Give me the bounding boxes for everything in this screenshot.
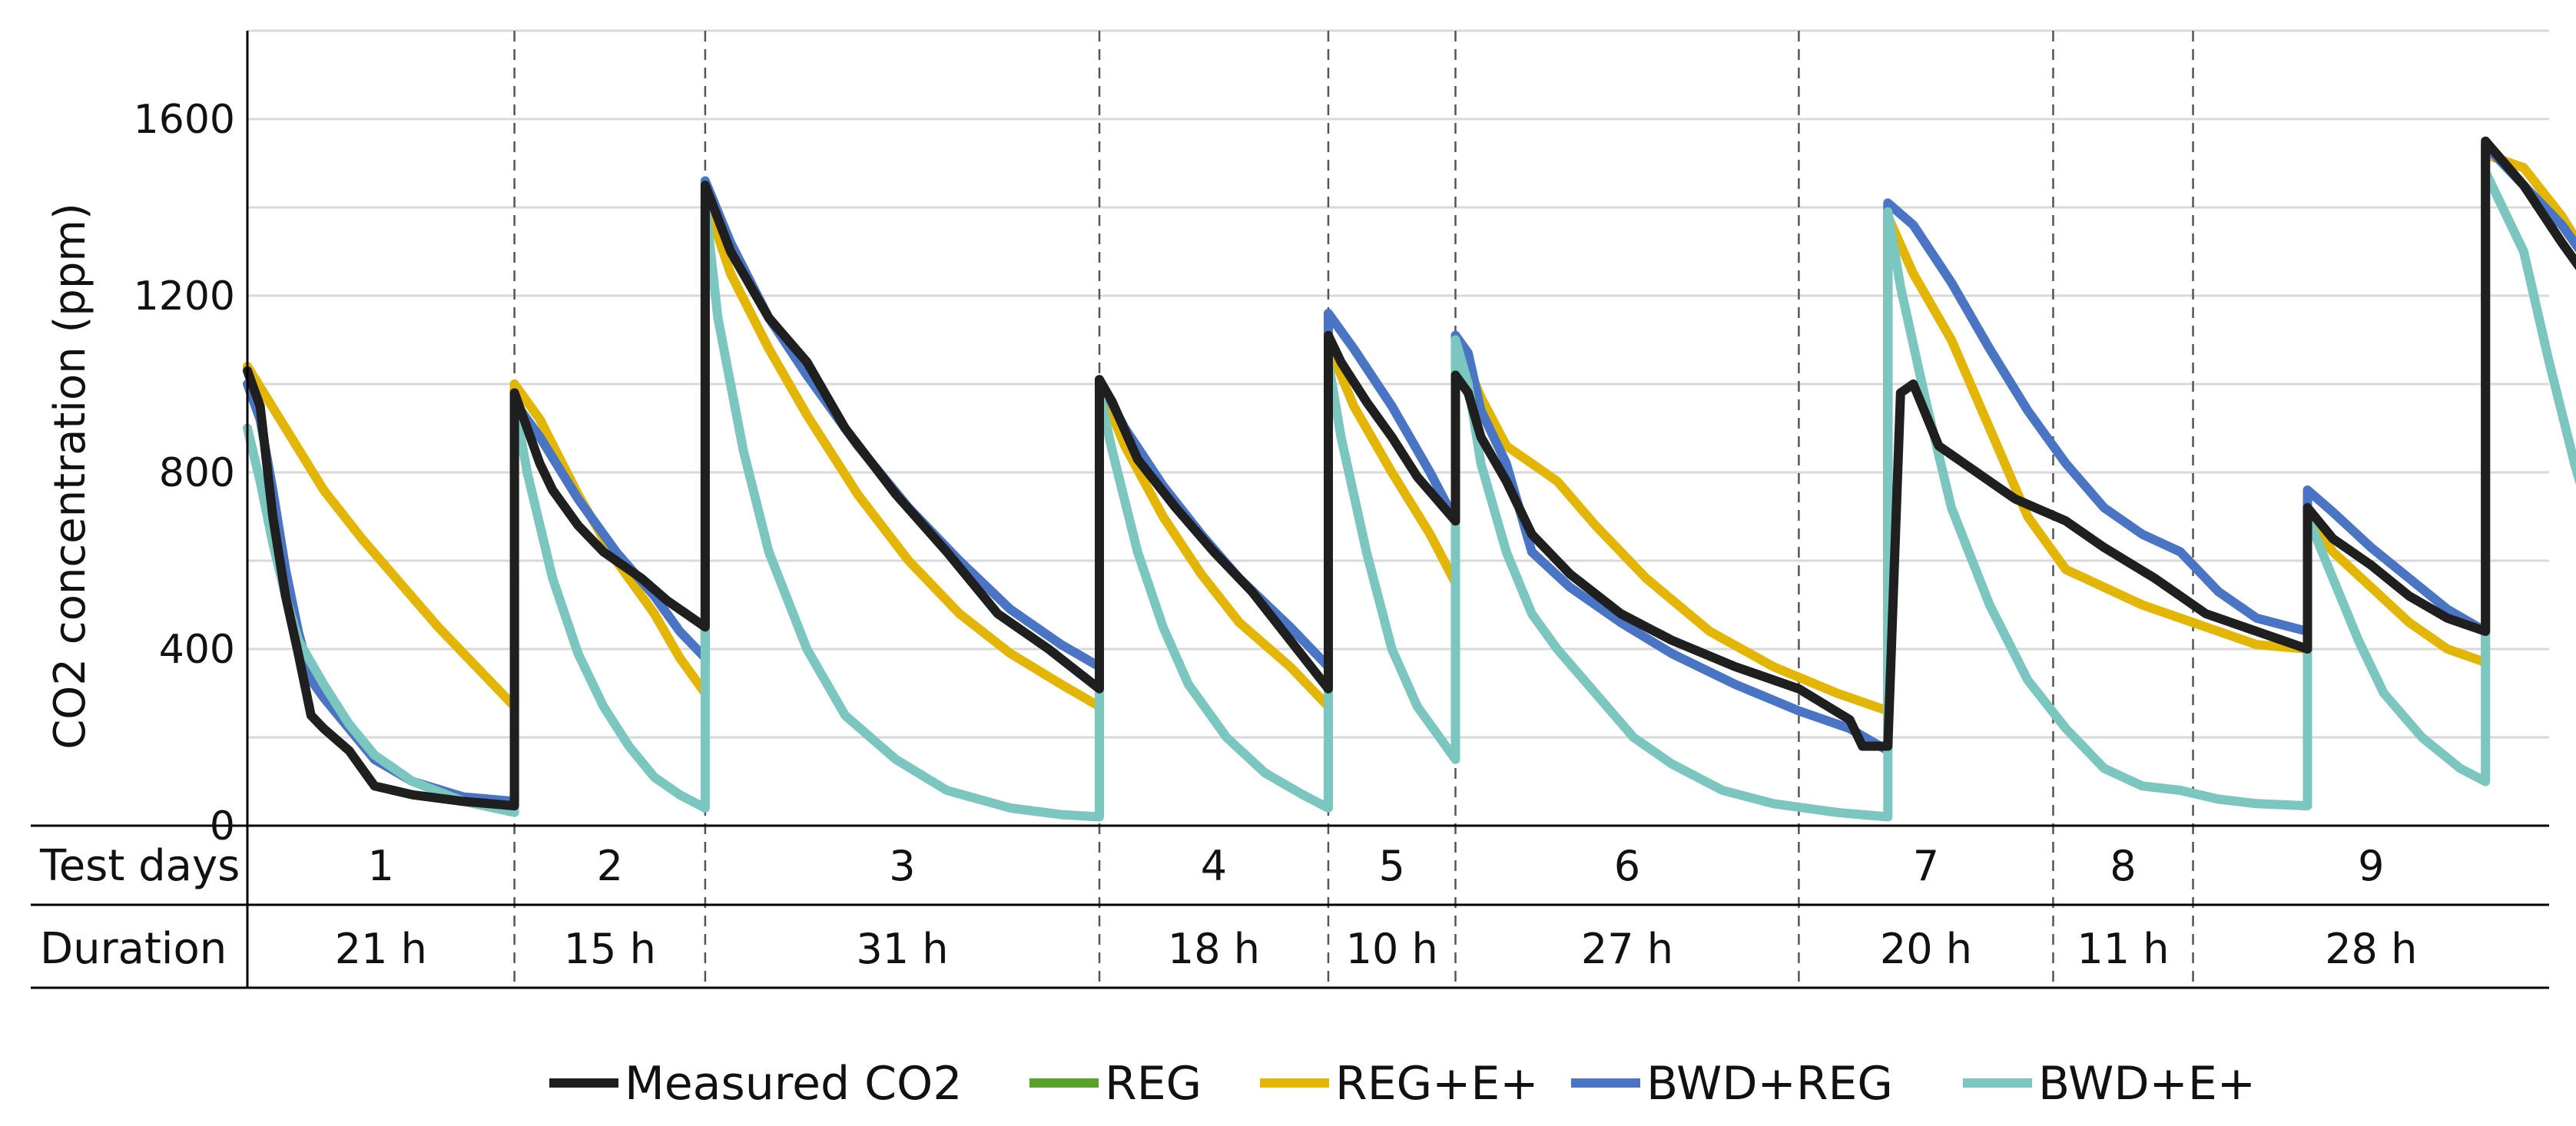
duration-label: 27 h [1581, 925, 1673, 973]
test-day-label: 2 [597, 842, 623, 890]
series-line-measured-co2 [243, 136, 2576, 811]
y-tick-label: 1600 [134, 97, 235, 143]
y-axis-label: CO2 concentration (ppm) [45, 203, 95, 750]
test-day-label: 5 [1379, 842, 1405, 890]
y-tick-label: 800 [159, 450, 235, 496]
test-day-label: 8 [2110, 842, 2136, 890]
duration-label: 28 h [2325, 925, 2417, 973]
legend: Measured CO2 REG REG+E+ BWD+REG BWD+E+ [549, 1057, 2256, 1111]
y-tick-labels: 0 400 800 1200 1600 [134, 97, 235, 849]
legend-label: REG [1105, 1057, 1202, 1111]
y-tick-label: 1200 [134, 273, 235, 320]
y-tick-label: 400 [159, 627, 235, 673]
test-day-label: 3 [889, 842, 915, 890]
duration-label: 21 h [335, 925, 427, 973]
duration-row-label: Duration [40, 924, 227, 974]
duration-label: 10 h [1346, 925, 1438, 973]
legend-label: REG+E+ [1335, 1057, 1539, 1111]
y-tick-label: 0 [210, 803, 235, 849]
legend-label: BWD+REG [1646, 1057, 1893, 1111]
segment-separators [513, 31, 2194, 988]
test-day-label: 7 [1913, 842, 1939, 890]
duration-label: 11 h [2077, 925, 2169, 973]
legend-label: BWD+E+ [2038, 1057, 2256, 1111]
segment-table: Test days Duration 1 21 h 2 15 h 3 31 h 4 18 h 5… [39, 841, 2417, 974]
grid-layer [247, 29, 2549, 739]
test-day-label: 9 [2358, 842, 2384, 890]
duration-label: 31 h [856, 925, 948, 973]
test-day-label: 6 [1614, 842, 1640, 890]
legend-label: Measured CO2 [625, 1057, 962, 1111]
test-day-label: 1 [368, 842, 394, 890]
axis-layer [31, 31, 2549, 989]
duration-label: 20 h [1880, 925, 1972, 973]
series-layer [243, 136, 2576, 822]
test-day-label: 4 [1201, 842, 1227, 890]
duration-label: 18 h [1168, 925, 1260, 973]
test-days-row-label: Test days [39, 841, 240, 891]
series-line-bwd-e- [243, 167, 2576, 822]
duration-label: 15 h [564, 925, 656, 973]
